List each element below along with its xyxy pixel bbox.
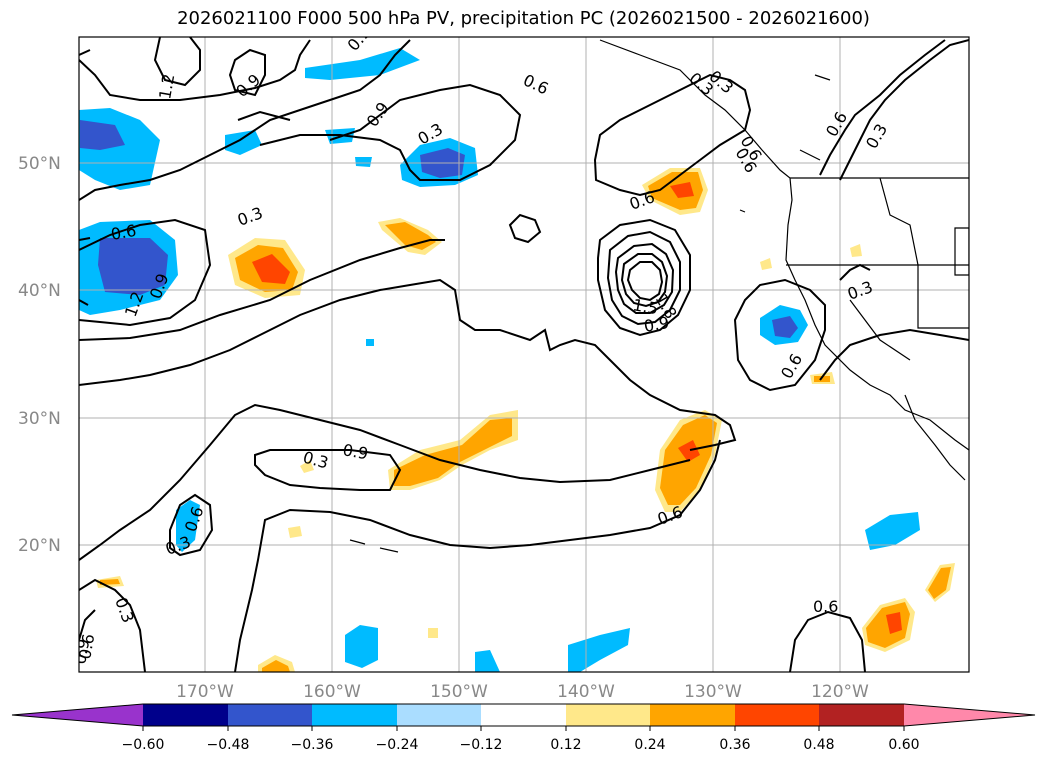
latitude-labels: 50°N 40°N 30°N 20°N	[18, 154, 61, 556]
lon-label-150w: 150°W	[430, 682, 488, 702]
colorbar-tick-label: 0.24	[634, 737, 665, 753]
colorbar-segment	[735, 704, 819, 726]
contour-label: 0.9	[70, 637, 93, 665]
colorbar-tick-label: 0.36	[719, 737, 750, 753]
lon-label-170w: 170°W	[176, 682, 234, 702]
contour-label: 0.9	[341, 440, 369, 463]
colorbar-tick-label: −0.24	[376, 737, 419, 753]
lat-label-30n: 30°N	[18, 409, 61, 429]
colorbar-segment	[143, 704, 228, 726]
colorbar-extend-high	[904, 704, 1035, 726]
lon-label-130w: 130°W	[684, 682, 742, 702]
longitude-labels: 170°W 160°W 150°W 140°W 130°W 120°W	[176, 682, 869, 702]
colorbar-segment	[228, 704, 312, 726]
contour-label: 0.9	[642, 313, 670, 336]
contour-label: 0.6	[813, 597, 838, 616]
map-frame	[78, 36, 970, 673]
colorbar: −0.60 −0.48 −0.36 −0.24 −0.12 0.12 0.24 0.36 0.4…	[11, 703, 1036, 753]
colorbar-extend-low	[12, 704, 143, 726]
colorbar-segment	[566, 704, 650, 726]
lat-label-40n: 40°N	[18, 281, 61, 301]
colorbar-tick-label: −0.12	[460, 737, 503, 753]
contour-label: 0.6	[109, 221, 137, 244]
colorbar-tick-label: −0.48	[207, 737, 250, 753]
colorbar-tick-label: −0.60	[122, 737, 165, 753]
colorbar-segment	[481, 704, 566, 726]
colorbar-segment	[650, 704, 735, 726]
colorbar-tick-label: 0.48	[803, 737, 834, 753]
colorbar-segment	[397, 704, 481, 726]
coastlines	[349, 39, 969, 553]
lon-label-120w: 120°W	[811, 682, 869, 702]
colorbar-segment	[312, 704, 397, 726]
contour-label: 1.5	[631, 295, 659, 318]
lon-label-160w: 160°W	[303, 682, 361, 702]
lon-label-140w: 140°W	[557, 682, 615, 702]
contour-label: 1.2	[155, 72, 178, 100]
pv-contours	[79, 37, 969, 672]
contour-label: 0.6	[75, 632, 98, 660]
colorbar-tick-label: −0.36	[291, 737, 334, 753]
precip-positive-shading	[96, 168, 955, 672]
map-panel: 1.2 0.9 0.9 0.3 0.6 0.3 0.6 0.6 0.3 0.9 …	[70, 37, 969, 672]
map-title: 2026021100 F000 500 hPa PV, precipitatio…	[177, 8, 870, 29]
lat-label-20n: 20°N	[18, 536, 61, 556]
colorbar-segment	[819, 704, 904, 726]
lat-label-50n: 50°N	[18, 154, 61, 174]
colorbar-tick-label: 0.60	[888, 737, 919, 753]
colorbar-tick-label: 0.12	[550, 737, 581, 753]
